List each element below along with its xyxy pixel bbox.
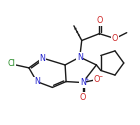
- Text: O: O: [96, 16, 102, 26]
- Text: N: N: [34, 77, 40, 86]
- Text: N: N: [40, 54, 46, 63]
- Text: O: O: [112, 34, 118, 43]
- Text: N: N: [77, 53, 83, 62]
- Text: O: O: [80, 93, 86, 102]
- Text: +: +: [85, 77, 89, 82]
- Text: Cl: Cl: [7, 60, 15, 68]
- Text: O: O: [93, 75, 100, 84]
- Text: N: N: [80, 78, 86, 87]
- Text: −: −: [98, 74, 102, 79]
